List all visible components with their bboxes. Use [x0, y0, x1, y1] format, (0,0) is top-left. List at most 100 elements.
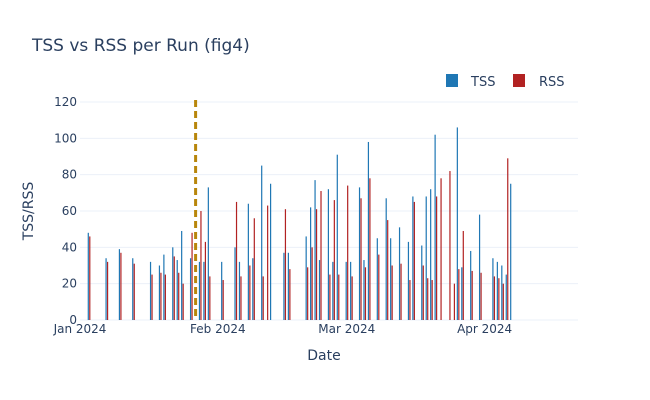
bar-tss: [132, 258, 134, 320]
bars: [87, 127, 512, 320]
bar-rss: [173, 256, 175, 320]
bar-tss: [421, 245, 423, 320]
bar-tss: [163, 254, 165, 320]
bar-rss: [200, 211, 202, 320]
bar-rss: [315, 209, 318, 320]
y-tick-label: 20: [62, 277, 77, 291]
y-tick-label: 120: [54, 95, 77, 109]
bar-rss: [453, 283, 455, 320]
bar-rss: [449, 171, 451, 320]
bar-rss: [209, 276, 211, 320]
bar-rss: [369, 178, 371, 320]
bar-rss: [106, 261, 109, 320]
y-tick-label: 0: [69, 313, 77, 327]
bar-rss: [307, 267, 309, 320]
bar-tss: [385, 198, 387, 320]
bar-rss: [151, 274, 153, 320]
bar-tss: [261, 165, 263, 320]
bar-tss: [363, 260, 365, 320]
bar-tss: [376, 238, 378, 320]
bar-rss: [204, 241, 206, 320]
bar-tss: [181, 230, 183, 320]
bar-tss: [283, 252, 285, 320]
bar-rss: [498, 278, 500, 320]
bar-tss: [345, 261, 347, 320]
bar-tss: [434, 134, 436, 320]
y-axis-ticks: 0 20 40 60 80 100 120: [54, 95, 77, 327]
bar-rss: [120, 252, 122, 320]
bar-rss: [178, 272, 180, 320]
legend-swatch-tss: [446, 74, 458, 87]
bar-rss: [400, 263, 402, 320]
bar-rss: [320, 191, 322, 320]
bar-tss: [269, 183, 272, 320]
x-tick-label: Jan 2024: [53, 322, 107, 336]
bar-tss: [492, 258, 494, 320]
bar-rss: [480, 272, 482, 320]
bar-rss: [284, 209, 287, 320]
bar-rss: [240, 276, 242, 320]
bar-tss: [172, 247, 174, 320]
bar-tss: [252, 258, 254, 320]
bar-tss: [425, 196, 427, 320]
bar-rss: [222, 280, 224, 320]
bar-rss: [471, 270, 473, 320]
bar-tss: [367, 141, 370, 320]
bar-tss: [496, 261, 498, 320]
y-axis-title: TSS/RSS: [21, 182, 37, 242]
bar-tss: [461, 267, 463, 320]
bar-rss: [391, 265, 393, 320]
bar-tss: [305, 236, 307, 320]
bar-tss: [221, 261, 223, 320]
bar-tss: [505, 274, 507, 320]
bar-tss: [470, 250, 472, 320]
bar-tss: [456, 127, 458, 320]
bar-tss: [358, 187, 361, 320]
bar-tss: [412, 196, 414, 320]
bar-tss: [478, 214, 481, 320]
x-tick-label: Mar 2024: [318, 322, 375, 336]
bar-rss: [289, 269, 291, 320]
legend-label-tss: TSS: [470, 75, 495, 90]
legend-swatch-rss: [513, 74, 525, 87]
bar-tss: [247, 203, 249, 320]
bar-tss: [314, 180, 316, 320]
bar-rss: [493, 276, 496, 320]
bar-tss: [189, 258, 192, 320]
bar-tss: [158, 265, 161, 320]
bar-tss: [234, 247, 236, 320]
bar-rss: [409, 280, 411, 320]
bar-rss: [338, 274, 340, 320]
chart-title: TSS vs RSS per Run (fig4): [31, 36, 250, 56]
bar-rss: [387, 220, 389, 320]
x-axis-title: Date: [307, 348, 340, 364]
y-tick-label: 80: [62, 168, 77, 182]
x-axis-ticks: Jan 2024 Feb 2024 Mar 2024 Apr 2024: [53, 322, 513, 336]
bar-rss: [436, 196, 438, 320]
bar-rss: [267, 205, 269, 320]
bar-rss: [311, 247, 313, 320]
bar-tss: [318, 260, 321, 320]
bar-tss: [87, 232, 89, 320]
bar-tss: [203, 261, 205, 320]
bar-rss: [333, 200, 335, 320]
bar-tss: [501, 265, 503, 320]
y-tick-label: 40: [62, 240, 77, 254]
bar-tss: [430, 189, 432, 320]
bar-rss: [89, 236, 91, 320]
bar-rss: [378, 254, 380, 320]
bar-tss: [207, 187, 209, 320]
bar-tss: [118, 249, 121, 320]
bar-rss: [413, 201, 415, 320]
bar-tss: [398, 227, 401, 320]
bar-tss: [176, 260, 178, 320]
bar-rss: [431, 280, 433, 320]
bar-rss: [507, 158, 509, 320]
bar-tss: [149, 261, 152, 320]
x-tick-label: Feb 2024: [190, 322, 246, 336]
y-tick-label: 60: [62, 204, 77, 218]
legend[interactable]: TSS RSS: [446, 74, 565, 90]
bar-tss: [336, 154, 338, 320]
bar-rss: [427, 278, 429, 320]
